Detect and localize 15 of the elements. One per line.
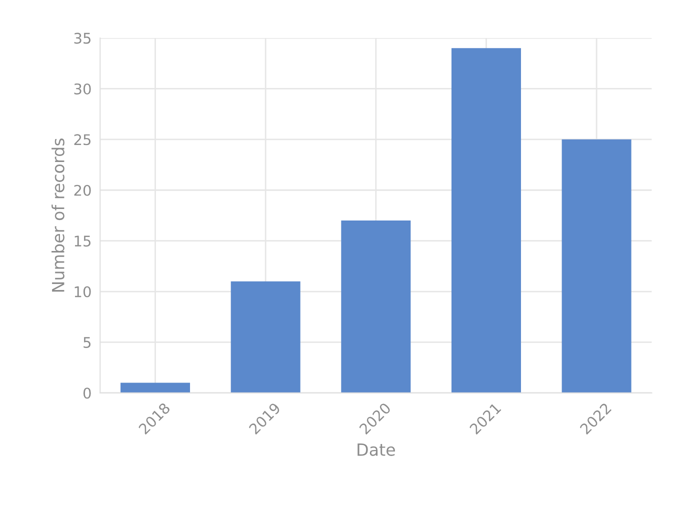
bar bbox=[451, 48, 521, 393]
y-tick-label: 0 bbox=[83, 388, 91, 399]
bar bbox=[341, 220, 411, 393]
y-tick-label: 25 bbox=[74, 134, 90, 146]
y-tick-label: 15 bbox=[74, 236, 90, 247]
y-tick-label: 35 bbox=[74, 32, 90, 44]
y-tick-label: 30 bbox=[74, 83, 91, 94]
y-tick-label: 5 bbox=[84, 337, 90, 348]
bar bbox=[120, 382, 190, 393]
bar bbox=[562, 139, 632, 393]
bar bbox=[230, 281, 300, 393]
y-tick-label: 20 bbox=[74, 184, 91, 196]
y-tick-label: 10 bbox=[74, 286, 91, 298]
x-axis-title: Date bbox=[358, 444, 395, 456]
y-axis-title: Number of records bbox=[52, 138, 64, 292]
